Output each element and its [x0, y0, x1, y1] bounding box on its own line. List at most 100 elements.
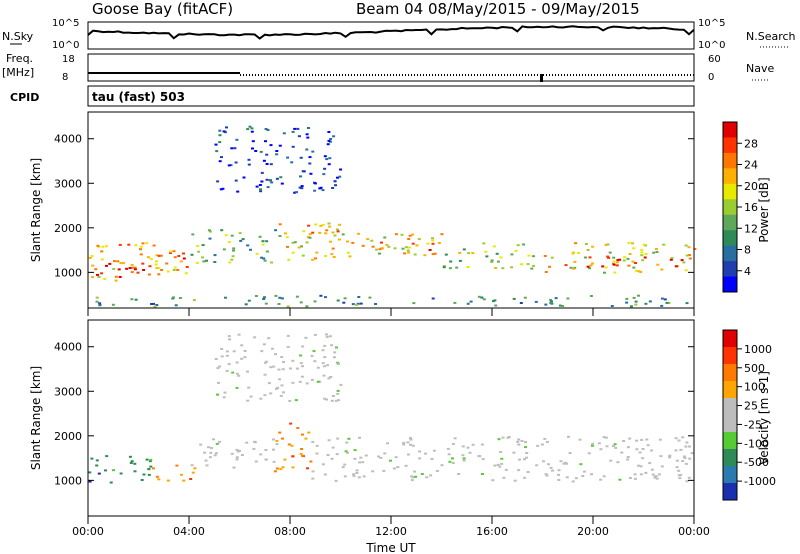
- echo-cell: [573, 260, 577, 263]
- echo-cell: [326, 454, 330, 456]
- echo-cell: [446, 447, 450, 450]
- echo-cell: [295, 367, 299, 370]
- echo-cell: [234, 179, 238, 182]
- echo-cell: [195, 261, 199, 264]
- echo-cell: [285, 236, 289, 239]
- echo-cell: [431, 239, 435, 242]
- echo-cell: [154, 263, 158, 266]
- echo-cell: [300, 245, 303, 248]
- echo-cell: [104, 245, 108, 248]
- colorbar-segment: [723, 364, 737, 382]
- echo-cell: [319, 224, 323, 227]
- echo-cell: [640, 438, 644, 441]
- echo-cell: [94, 268, 98, 271]
- echo-cell: [101, 245, 105, 248]
- colorbar-segment: [723, 152, 737, 169]
- echo-cell: [352, 474, 356, 477]
- echo-cell: [155, 475, 159, 478]
- echo-cell: [185, 266, 189, 268]
- echo-cell: [620, 451, 624, 454]
- echo-cell: [634, 303, 638, 306]
- colorbar-segment: [723, 347, 737, 365]
- echo-cell: [134, 298, 138, 301]
- echo-cell: [272, 365, 276, 368]
- echo-cell: [309, 172, 313, 175]
- colorbar-segment: [723, 276, 737, 293]
- echo-cell: [411, 242, 415, 245]
- echo-cell: [659, 455, 663, 458]
- echo-cell: [339, 383, 343, 386]
- echo-cell: [409, 438, 413, 441]
- echo-cell: [223, 391, 227, 394]
- echo-cell: [514, 249, 518, 252]
- echo-cell: [359, 456, 363, 459]
- echo-cell: [278, 144, 282, 147]
- echo-cell: [413, 470, 417, 473]
- echo-cell: [424, 452, 427, 455]
- echo-cell: [298, 186, 302, 189]
- echo-cell: [304, 437, 308, 440]
- echo-cell: [275, 153, 279, 156]
- echo-cell: [222, 248, 226, 251]
- echo-cell: [626, 257, 630, 260]
- echo-cell: [276, 386, 280, 389]
- echo-cell: [357, 232, 360, 235]
- echo-cell: [469, 300, 473, 303]
- time-tick-label: 08:00: [274, 525, 306, 538]
- echo-cell: [520, 263, 524, 266]
- echo-cell: [481, 458, 485, 461]
- echo-cell: [323, 397, 327, 400]
- echo-cell: [207, 229, 211, 232]
- echo-cell: [295, 295, 299, 298]
- echo-cell: [591, 245, 595, 248]
- echo-cell: [277, 368, 281, 371]
- echo-cell: [409, 443, 412, 446]
- echo-cell: [119, 262, 123, 265]
- echo-cell: [260, 350, 264, 353]
- echo-cell: [345, 441, 349, 444]
- echo-cell: [209, 451, 213, 454]
- echo-cell: [601, 265, 605, 268]
- echo-cell: [301, 170, 305, 173]
- echo-cell: [523, 458, 526, 461]
- echo-cell: [338, 175, 342, 178]
- echo-cell: [516, 244, 520, 247]
- echo-cell: [301, 454, 305, 457]
- echo-cell: [325, 158, 329, 161]
- echo-cell: [152, 244, 156, 247]
- echo-cell: [616, 259, 620, 262]
- echo-cell: [410, 479, 414, 482]
- echo-cell: [231, 371, 235, 374]
- echo-cell: [291, 466, 295, 469]
- echo-cell: [544, 303, 548, 306]
- echo-cell: [632, 296, 636, 299]
- echo-cell: [628, 477, 632, 479]
- echo-cell: [111, 303, 115, 306]
- echo-cell: [259, 150, 263, 153]
- echo-cell: [301, 254, 305, 257]
- echo-cell: [668, 456, 672, 459]
- echo-cell: [268, 179, 272, 182]
- echo-cell: [383, 236, 387, 239]
- echo-cell: [250, 130, 254, 133]
- echo-cell: [480, 296, 484, 299]
- echo-cell: [313, 189, 317, 192]
- beam-date-title: Beam 04 08/May/2015 - 09/May/2015: [356, 0, 640, 18]
- echo-cell: [318, 187, 322, 190]
- colorbar-segment: [723, 230, 737, 247]
- echo-cell: [328, 225, 332, 228]
- echo-cell: [312, 350, 316, 353]
- echo-cell: [213, 454, 217, 457]
- echo-cell: [378, 252, 381, 255]
- echo-cell: [524, 441, 527, 443]
- echo-cell: [275, 177, 279, 180]
- echo-cell: [278, 378, 281, 381]
- echo-cell: [334, 184, 337, 187]
- colorbar-segment: [723, 398, 737, 416]
- echo-cell: [244, 303, 248, 306]
- echo-cell: [265, 153, 269, 156]
- echo-cell: [337, 363, 340, 365]
- echo-cell: [176, 269, 180, 271]
- echo-cell: [239, 239, 243, 242]
- echo-cell: [98, 303, 102, 306]
